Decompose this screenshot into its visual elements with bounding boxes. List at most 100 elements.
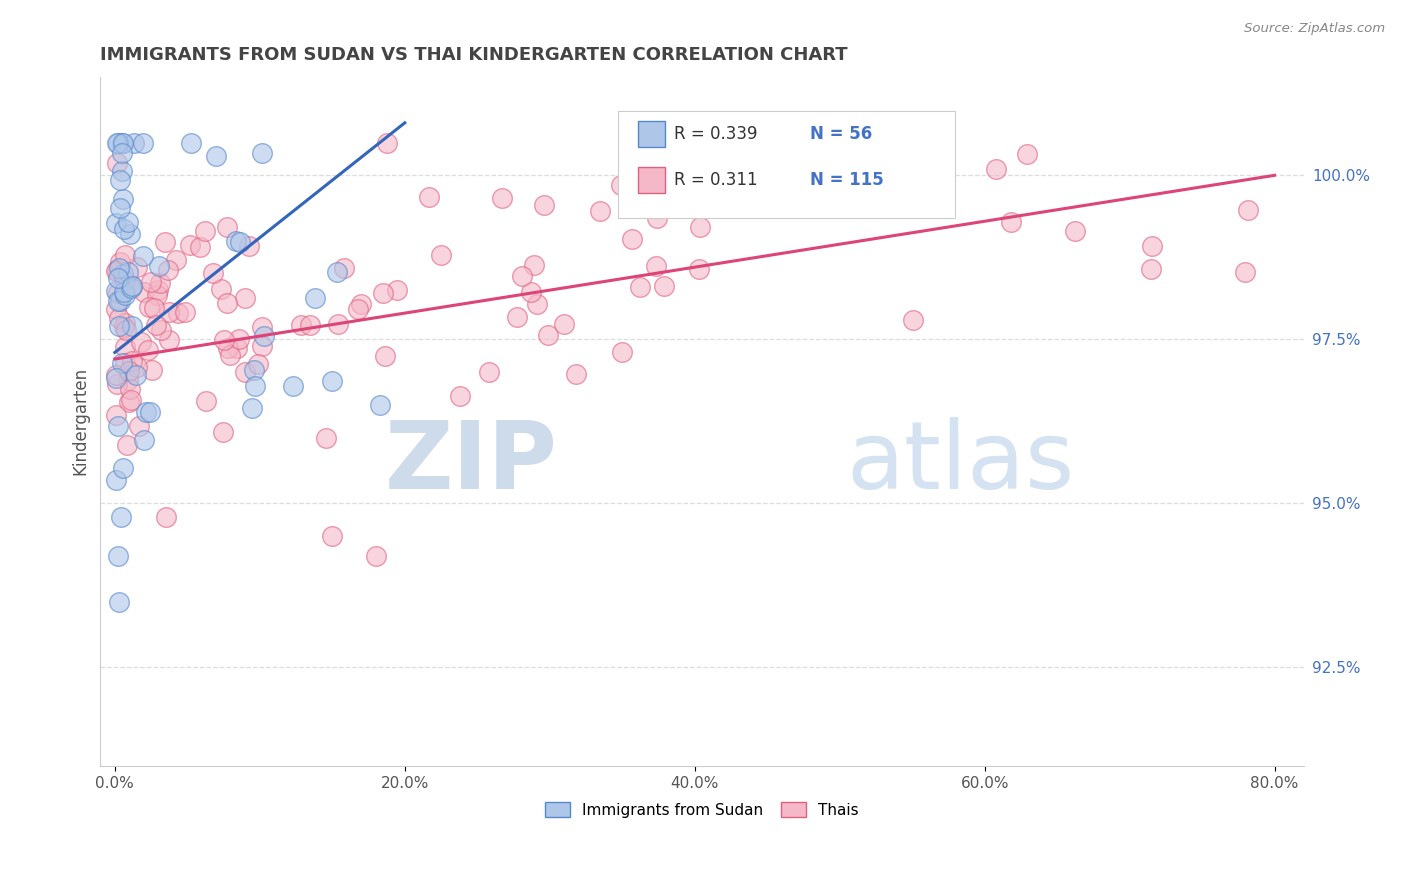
Bar <box>638 120 665 147</box>
Point <box>107 310 129 325</box>
Point <box>132 285 155 300</box>
Point <box>219 348 242 362</box>
Point <box>141 363 163 377</box>
Point <box>326 317 349 331</box>
Point <box>111 267 134 281</box>
Point <box>217 341 239 355</box>
Point <box>645 211 668 226</box>
Point <box>209 282 232 296</box>
Point <box>370 398 392 412</box>
Point <box>108 595 131 609</box>
Point <box>375 136 398 150</box>
Point <box>128 418 150 433</box>
Point <box>250 146 273 161</box>
Point <box>536 327 558 342</box>
Point <box>332 260 354 275</box>
Point <box>252 339 274 353</box>
Point <box>689 220 711 235</box>
Point <box>121 354 143 368</box>
Point <box>118 364 141 378</box>
Point <box>107 136 129 150</box>
Point <box>321 529 343 543</box>
Point <box>117 373 139 387</box>
Point <box>688 262 710 277</box>
Point <box>374 349 396 363</box>
Point <box>1139 261 1161 276</box>
Point <box>478 365 501 379</box>
Point <box>108 201 131 215</box>
Point <box>346 301 368 316</box>
Point <box>105 263 128 277</box>
Point <box>652 279 675 293</box>
Point <box>491 191 513 205</box>
Point <box>135 405 157 419</box>
FancyBboxPatch shape <box>617 112 955 219</box>
Point <box>146 288 169 302</box>
Point <box>299 318 322 333</box>
Text: R = 0.339: R = 0.339 <box>675 125 758 143</box>
Point <box>114 288 136 302</box>
Point <box>240 401 263 415</box>
Point <box>120 382 142 396</box>
Point <box>134 434 156 448</box>
Point <box>117 215 139 229</box>
Point <box>120 281 142 295</box>
Point <box>114 248 136 262</box>
Point <box>387 283 409 297</box>
Point <box>645 259 668 273</box>
Point <box>107 549 129 563</box>
Point <box>247 358 270 372</box>
Point <box>104 284 127 298</box>
Point <box>225 234 247 248</box>
Point <box>112 285 135 300</box>
Point <box>1234 265 1257 279</box>
Text: atlas: atlas <box>846 417 1074 508</box>
Point <box>610 178 633 192</box>
Point <box>553 317 575 331</box>
Point <box>167 306 190 320</box>
Point <box>350 297 373 311</box>
Text: ZIP: ZIP <box>385 417 558 508</box>
Point <box>118 227 141 241</box>
Point <box>211 425 233 440</box>
Point <box>122 136 145 150</box>
Point <box>105 376 128 391</box>
Point <box>510 268 533 283</box>
Point <box>112 222 135 236</box>
Point <box>243 363 266 377</box>
Point <box>533 198 555 212</box>
Point <box>217 295 239 310</box>
Point <box>146 283 169 297</box>
Point <box>984 161 1007 176</box>
Point <box>612 345 634 359</box>
Point <box>117 265 139 279</box>
Point <box>1000 215 1022 229</box>
Point <box>114 323 136 337</box>
Point <box>430 248 453 262</box>
Point <box>174 305 197 319</box>
Point <box>418 189 440 203</box>
Point <box>290 318 312 332</box>
Point <box>104 368 127 382</box>
Text: N = 56: N = 56 <box>810 125 873 143</box>
Point <box>107 286 129 301</box>
Point <box>104 371 127 385</box>
Point <box>104 302 127 317</box>
Point <box>105 136 128 150</box>
Point <box>108 319 131 334</box>
Point <box>233 365 256 379</box>
Point <box>111 145 134 160</box>
Point <box>111 356 134 370</box>
Point <box>250 320 273 334</box>
Point <box>150 323 173 337</box>
Point <box>129 334 152 349</box>
Point <box>111 461 134 475</box>
Point <box>364 549 387 563</box>
Point <box>155 509 177 524</box>
Point <box>107 418 129 433</box>
Point <box>145 318 167 332</box>
Point <box>903 313 925 327</box>
Point <box>114 340 136 354</box>
Point <box>111 164 134 178</box>
Point <box>304 291 326 305</box>
